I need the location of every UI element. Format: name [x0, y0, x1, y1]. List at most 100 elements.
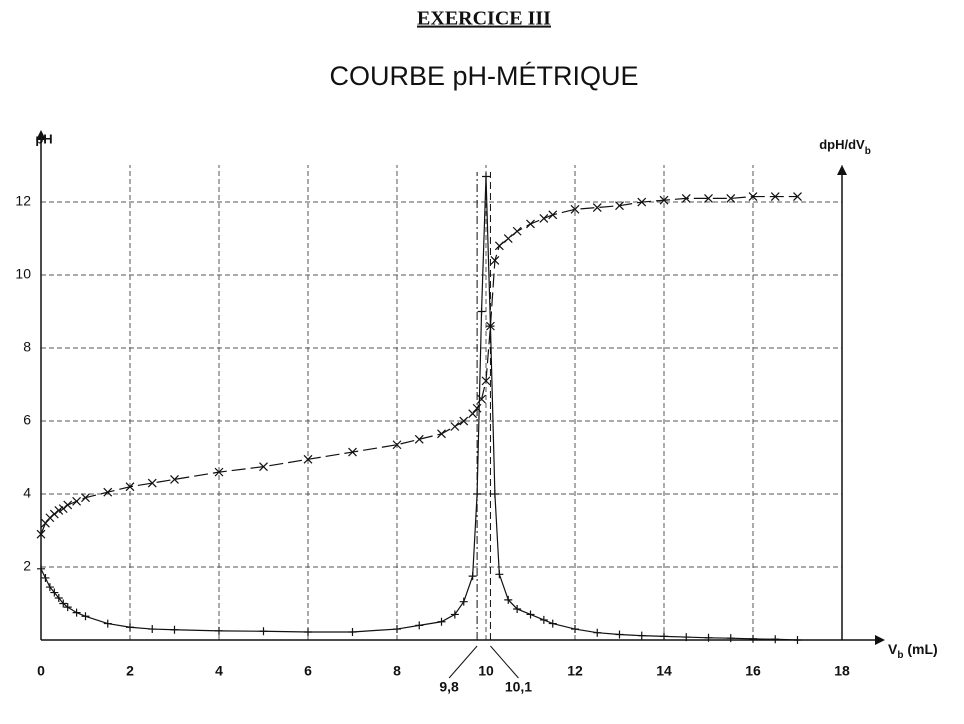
data-point [41, 518, 50, 528]
data-point [615, 201, 624, 211]
data-point [682, 633, 691, 642]
data-point [36, 529, 46, 539]
data-point [37, 564, 45, 573]
data-point [503, 234, 513, 243]
data-point [548, 619, 557, 628]
series-line [40, 195, 798, 535]
data-point [54, 506, 64, 515]
data-point [147, 478, 157, 488]
data-point [526, 219, 535, 229]
data-point [450, 610, 459, 619]
data-point [490, 490, 499, 499]
data-point [793, 192, 802, 201]
data-point [473, 490, 482, 499]
data-point [72, 496, 82, 506]
data-point [494, 241, 504, 251]
data-point [771, 635, 780, 644]
data-point [437, 429, 446, 439]
data-point [726, 634, 735, 643]
y-tick-label: 2 [23, 558, 31, 574]
data-point [593, 628, 602, 637]
data-point [50, 588, 59, 597]
data-point [481, 376, 491, 386]
data-point [170, 625, 179, 634]
data-point [490, 256, 500, 265]
data-point [486, 322, 495, 331]
x-tick-label: 18 [834, 663, 850, 679]
data-point [704, 193, 713, 203]
data-point [393, 625, 401, 634]
data-point [770, 192, 780, 201]
data-point [637, 197, 647, 207]
chart-title: COURBE pH-MÉTRIQUE [329, 61, 638, 91]
y-tick-label: 6 [23, 412, 31, 428]
data-point [414, 434, 424, 444]
x-tick-label: 2 [126, 663, 134, 679]
series-line [40, 176, 798, 641]
data-point [259, 462, 268, 472]
exercise-title: EXERCICE III [417, 8, 551, 30]
data-point [392, 440, 402, 450]
data-point [660, 632, 668, 641]
data-point [513, 604, 522, 613]
data-point [615, 630, 624, 639]
data-point [170, 474, 179, 484]
data-point [681, 193, 691, 203]
y-tick-label: 4 [23, 485, 31, 501]
data-point [41, 573, 50, 582]
data-point [659, 195, 669, 205]
y2-axis-label: dpH/dVb [819, 137, 871, 156]
x-tick-label: 12 [567, 663, 583, 679]
y2-arrow [837, 165, 847, 175]
x-tick-label: 6 [304, 663, 312, 679]
data-point [495, 570, 504, 579]
data-point [103, 619, 112, 628]
data-point [103, 487, 113, 497]
data-point [637, 631, 646, 640]
data-point [126, 623, 134, 632]
data-point [59, 599, 68, 608]
data-point [304, 627, 312, 636]
data-point [415, 621, 424, 630]
y-tick-label: 12 [15, 193, 31, 209]
data-point [81, 612, 90, 621]
y-tick-label: 8 [23, 339, 31, 355]
data-point [215, 626, 223, 635]
data-point [504, 595, 513, 604]
data-point [459, 597, 468, 606]
annotation: 10,1 [505, 679, 532, 695]
data-point [571, 625, 579, 634]
data-point [63, 500, 73, 510]
x-tick-label: 0 [37, 663, 45, 679]
annotation: 9,8 [439, 679, 459, 695]
data-point [749, 634, 757, 643]
data-point [477, 307, 486, 316]
data-point [148, 625, 157, 634]
data-point [459, 416, 469, 426]
data-point [570, 204, 580, 214]
data-point [748, 192, 758, 201]
data-point [63, 603, 72, 612]
data-point [512, 226, 522, 236]
data-point [468, 409, 478, 419]
data-point [539, 615, 548, 624]
data-point [348, 447, 357, 457]
x-tick-label: 8 [393, 663, 401, 679]
data-point [81, 493, 90, 503]
data-point [726, 193, 736, 203]
data-point [592, 203, 602, 212]
data-point [54, 594, 63, 603]
data-point [45, 583, 54, 592]
x-tick-label: 10 [478, 663, 494, 679]
data-point [72, 608, 81, 617]
data-point [539, 214, 549, 223]
data-point [704, 633, 713, 642]
data-point [450, 422, 460, 431]
x-arrow [875, 635, 885, 645]
y-tick-label: 10 [15, 266, 31, 282]
x-tick-label: 14 [656, 663, 672, 679]
data-point [482, 172, 490, 181]
data-point [303, 454, 313, 464]
data-point [468, 572, 477, 581]
